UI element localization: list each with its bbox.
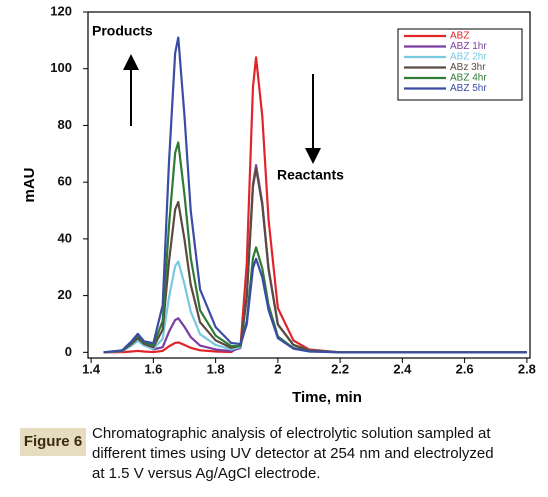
series-line — [103, 56, 527, 354]
legend-label: ABZ — [450, 31, 469, 42]
legend-label: ABz 3hr — [450, 62, 486, 73]
legend-label: ABZ 4hr — [450, 73, 487, 84]
annotation: Products — [92, 23, 153, 39]
caption-line: Chromatographic analysis of electrolytic… — [92, 425, 491, 442]
chart: Time, min mAU Products Reactants 0 20 40 60… — [21, 3, 536, 406]
x-tick-label: 1.4 — [82, 361, 101, 376]
caption-line: different times using UV detector at 254… — [92, 445, 494, 462]
x-tick-label: 1.6 — [144, 361, 162, 376]
y-tick-label: 80 — [58, 117, 72, 132]
x-tick-label: 1.8 — [207, 361, 225, 376]
annotation: Reactants — [277, 167, 344, 183]
x-tick-label: 2.4 — [393, 361, 412, 376]
y-tick-label: 60 — [58, 174, 72, 189]
y-tick-label: 120 — [50, 3, 72, 18]
series-line — [103, 36, 527, 354]
y-axis-label: mAU — [21, 167, 38, 202]
legend-label: ABZ 1hr — [450, 41, 487, 52]
x-tick-label: 2.8 — [518, 361, 536, 376]
legend-label: ABZ 5hr — [450, 83, 487, 94]
x-axis-label: Time, min — [292, 389, 362, 406]
caption: Chromatographic analysis of electrolytic… — [92, 424, 494, 484]
figure-label: Figure 6 — [20, 428, 86, 456]
x-tick-label: 2.2 — [331, 361, 349, 376]
plot-frame — [87, 11, 531, 359]
caption-line: at 1.5 V versus Ag/AgCl electrode. — [92, 465, 321, 482]
x-tick-label: 2 — [274, 361, 281, 376]
y-tick-label: 20 — [58, 287, 72, 302]
y-tick-label: 0 — [65, 344, 72, 359]
y-tick-label: 40 — [58, 230, 72, 245]
x-tick-label: 2.6 — [456, 361, 474, 376]
legend-label: ABZ 2hr — [450, 52, 487, 63]
y-tick-label: 100 — [50, 60, 72, 75]
series-line — [103, 166, 527, 354]
